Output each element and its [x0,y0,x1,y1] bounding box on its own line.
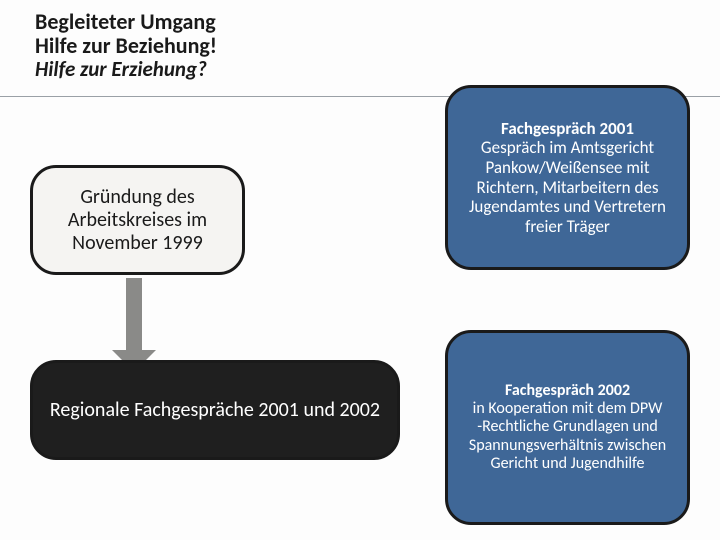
box-fg2002-content: Fachgespräch 2002 in Kooperation mit dem… [462,382,673,474]
box-fg2001-header: Fachgespräch 2001 [462,119,673,139]
title-line-3: Hilfe zur Erziehung? [35,58,217,81]
title-line-2: Hilfe zur Beziehung! [35,34,217,58]
box-founding-text: Gründung des Arbeitskreises im November … [47,186,228,255]
slide-canvas: Begleiteter Umgang Hilfe zur Beziehung! … [0,0,720,540]
title-block: Begleiteter Umgang Hilfe zur Beziehung! … [35,10,217,81]
arrow-shaft [126,278,142,358]
box-fg2001: Fachgespräch 2001 Gespräch im Amtsgerich… [445,85,690,270]
box-fg2001-content: Fachgespräch 2001 Gespräch im Amtsgerich… [462,119,673,236]
box-regional: Regionale Fachgespräche 2001 und 2002 [30,360,400,460]
box-fg2002: Fachgespräch 2002 in Kooperation mit dem… [445,330,690,525]
box-regional-text: Regionale Fachgespräche 2001 und 2002 [50,399,380,422]
box-fg2001-body: Gespräch im Amtsgericht Pankow/Weißensee… [469,137,666,236]
box-founding: Gründung des Arbeitskreises im November … [30,165,245,275]
box-fg2002-header: Fachgespräch 2002 [462,382,673,400]
box-fg2002-body: in Kooperation mit dem DPW-Rechtliche Gr… [469,399,666,473]
title-line-1: Begleiteter Umgang [35,10,217,34]
